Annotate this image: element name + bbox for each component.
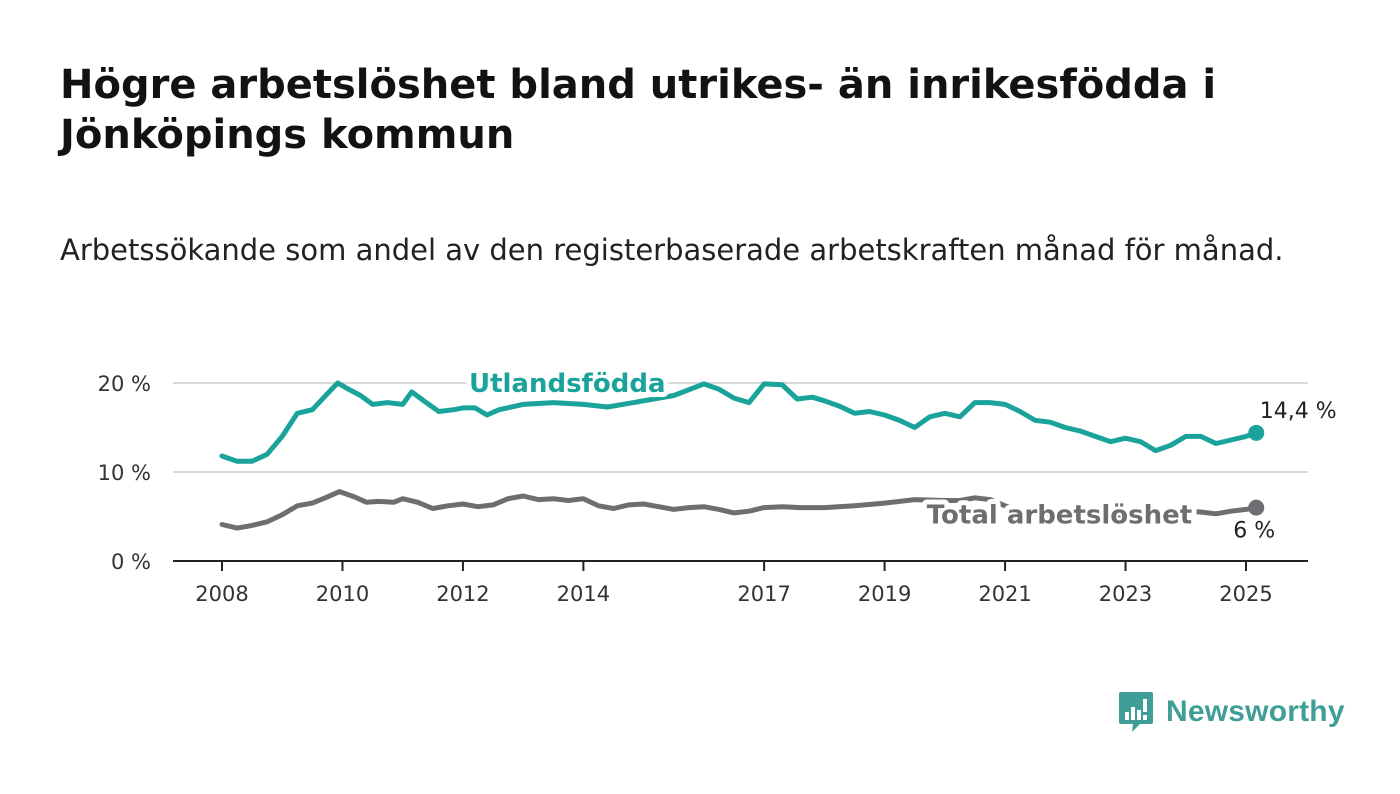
gridlines <box>173 382 1308 473</box>
series-line-total-arbetsl-shet <box>219 489 1259 531</box>
chart-title: Högre arbetslöshet bland utrikes- än inr… <box>60 62 1217 158</box>
series-label-halo-utlandsf-dda: Utlandsfödda <box>469 369 666 399</box>
brand-logo-lockup[interactable]: Newsworthy <box>1118 690 1345 734</box>
series-label-utlandsf-dda: Utlandsfödda <box>469 369 666 399</box>
series-lines <box>219 380 1265 531</box>
series-label-total-arbetsl-shet: Total arbetslöshet <box>927 501 1192 531</box>
brand-name: Newsworthy <box>1166 695 1345 728</box>
x-tick-label-2014: 2014 <box>557 582 610 606</box>
x-tick-label-2008: 2008 <box>195 582 248 606</box>
series-end-label-utlandsf-dda: 14,4 % <box>1260 399 1337 424</box>
newsworthy-chart-bubble-icon <box>1119 692 1153 732</box>
x-tick-label-2012: 2012 <box>436 582 489 606</box>
x-tick-label-2019: 2019 <box>858 582 911 606</box>
y-tick-label-0: 0 % <box>111 550 151 574</box>
x-tick-label-2023: 2023 <box>1099 582 1152 606</box>
axes: 0 % 10 % 20 % 2008 2010 2012 2014 2017 2019 2021 2… <box>98 372 1308 606</box>
series-end-point-total-arbetsl-shet <box>1248 499 1265 516</box>
y-tick-label-10: 10 % <box>98 461 151 485</box>
x-tick-label-2021: 2021 <box>978 582 1031 606</box>
series-end-point-utlandsf-dda <box>1248 424 1265 441</box>
series-line-utlandsf-dda <box>219 380 1259 464</box>
chart-subtitle: Arbetssökande som andel av den registerb… <box>60 233 1284 267</box>
x-tick-label-2010: 2010 <box>316 582 369 606</box>
series-label-halo-total-arbetsl-shet: Total arbetslöshet <box>927 501 1192 531</box>
x-tick-label-2017: 2017 <box>737 582 790 606</box>
y-tick-label-20: 20 % <box>98 372 151 396</box>
series-end-label-total-arbetsl-shet: 6 % <box>1233 519 1275 544</box>
x-tick-label-2025: 2025 <box>1219 582 1272 606</box>
